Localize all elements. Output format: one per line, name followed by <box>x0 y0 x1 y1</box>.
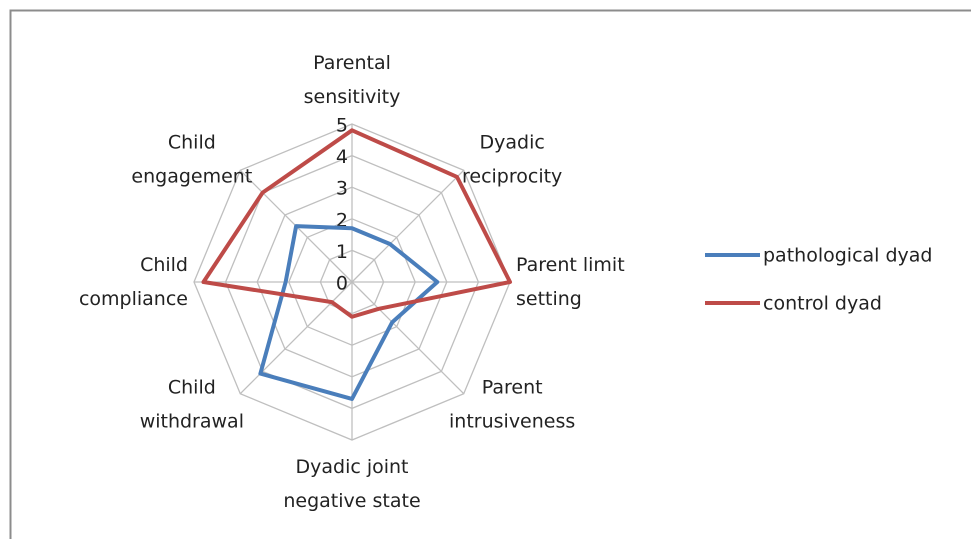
frame <box>9 9 971 539</box>
legend-label: pathological dyad <box>763 245 932 267</box>
category-label-line: Dyadic <box>479 131 544 153</box>
category-label-line: Parent limit <box>516 254 625 276</box>
category-label-line: setting <box>516 288 582 310</box>
category-label-line: Child <box>140 254 188 276</box>
tick-label: 0 <box>336 273 348 295</box>
spoke <box>239 281 353 395</box>
category-label-line: withdrawal <box>140 410 244 432</box>
category-label: Dyadic joint negative state <box>283 456 420 512</box>
category-label: Parent intrusiveness <box>449 376 575 432</box>
category-label-line: Parent <box>482 376 543 398</box>
category-label: Child withdrawal <box>140 376 244 432</box>
tick-label: 3 <box>336 178 348 200</box>
series-line <box>201 128 512 319</box>
category-label: Parent limit setting <box>516 254 625 310</box>
category-label: Dyadic reciprocity <box>462 131 562 187</box>
category-label-line: Parental <box>313 52 391 74</box>
category-label-line: Child <box>168 131 216 153</box>
tick-label: 4 <box>336 146 348 168</box>
spoke <box>351 169 465 283</box>
category-label: Parental sensitivity <box>304 52 401 108</box>
category-label-line: negative state <box>283 490 420 512</box>
series-line <box>258 224 440 401</box>
category-label: Child compliance <box>79 254 188 310</box>
category-label-line: Dyadic joint <box>295 456 408 478</box>
spoke <box>351 281 465 395</box>
category-label-line: sensitivity <box>304 86 401 108</box>
category-label-line: Child <box>168 376 216 398</box>
category-label-line: reciprocity <box>462 165 562 187</box>
category-label-line: engagement <box>131 165 252 187</box>
category-label: Child engagement <box>131 131 252 187</box>
tick-label: 5 <box>336 115 348 137</box>
category-label-line: compliance <box>79 288 188 310</box>
tick-label: 1 <box>336 241 348 263</box>
legend-label: control dyad <box>763 293 882 315</box>
category-label-line: intrusiveness <box>449 410 575 432</box>
